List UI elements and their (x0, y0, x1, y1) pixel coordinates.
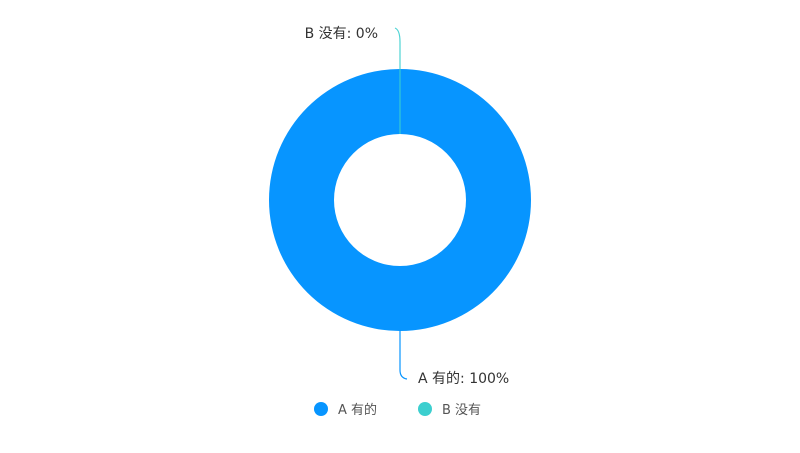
donut-slice-0[interactable] (269, 69, 531, 331)
legend-marker-b (418, 402, 432, 416)
leader-line-a (399, 331, 408, 380)
legend-marker-a (314, 402, 328, 416)
leader-line-b (394, 27, 401, 134)
legend-label-b: B 没有 (442, 403, 481, 418)
legend-item-b[interactable]: B 没有 (418, 402, 481, 418)
data-label-a: A 有的: 100% (418, 371, 509, 387)
legend-item-a[interactable]: A 有的 (314, 402, 377, 418)
legend-label-a: A 有的 (338, 402, 377, 418)
data-label-b: B 没有: 0% (305, 26, 378, 42)
